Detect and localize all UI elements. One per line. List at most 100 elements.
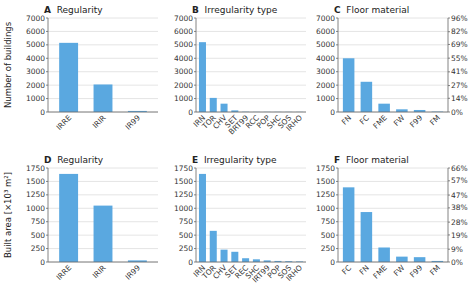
grid-line <box>196 71 306 72</box>
y-tick <box>46 58 48 59</box>
panel-title-text: Irregularity type <box>198 155 277 165</box>
x-axis-line <box>48 112 158 113</box>
x-tick-label: FC <box>340 263 353 276</box>
panel-title: E Irregularity type <box>192 155 277 165</box>
y-tick <box>46 208 48 209</box>
y-tick <box>46 85 48 86</box>
y2-tick-label: 0% <box>451 108 463 117</box>
y-tick <box>336 181 338 182</box>
bar <box>94 84 113 112</box>
x-tick-label: FM <box>428 113 442 127</box>
bar <box>59 43 78 112</box>
y2-tick-label: 47% <box>451 191 468 200</box>
x-tick-label: FW <box>392 113 407 128</box>
y2-tick-label: 69% <box>451 40 468 49</box>
bar <box>199 42 206 112</box>
y2-tick-label: 38% <box>451 203 468 212</box>
y-tick-label: 4000 <box>174 54 193 63</box>
y-axis-label: Built area [×10³ m²] <box>3 172 13 258</box>
y2-tick <box>448 44 450 45</box>
bar <box>361 82 373 112</box>
grid-line <box>338 194 448 195</box>
y2-tick <box>448 168 450 169</box>
panel-title: C Floor material <box>334 5 409 15</box>
y-tick <box>336 221 338 222</box>
y-axis-label: Number of buildings <box>3 21 13 108</box>
y-tick-label: 1000 <box>316 94 335 103</box>
y-tick <box>336 208 338 209</box>
bar <box>343 187 355 262</box>
bar <box>396 109 408 112</box>
x-tick-label: FM <box>428 263 442 277</box>
grid-line <box>196 18 306 19</box>
panel-title: A Regularity <box>44 5 103 15</box>
y-tick-label: 1000 <box>316 204 335 213</box>
y-tick-label: 250 <box>321 244 336 253</box>
y2-tick-label: 28% <box>451 218 468 227</box>
y-tick <box>46 248 48 249</box>
bar <box>361 212 373 262</box>
x-tick-label: IRRE <box>55 263 74 282</box>
y-tick-label: 7000 <box>316 14 335 23</box>
bar <box>221 250 228 262</box>
grid-line <box>196 262 306 263</box>
grid-line <box>196 221 306 222</box>
x-tick-label: FN <box>358 263 371 276</box>
panel-title: D Regularity <box>44 155 104 165</box>
y2-tick-label: 82% <box>451 27 468 36</box>
grid-line <box>338 58 448 59</box>
y-tick <box>46 18 48 19</box>
x-tick-label: FC <box>358 113 371 126</box>
bars <box>343 58 443 112</box>
y-tick-label: 5000 <box>316 40 335 49</box>
y-tick-label: 1750 <box>174 164 193 173</box>
y-tick-label: 4000 <box>316 54 335 63</box>
grid-line <box>338 262 448 263</box>
x-tick-label: FME <box>371 263 389 281</box>
y2-tick <box>448 262 450 263</box>
y2-tick-label: 27% <box>451 81 468 90</box>
y-tick-label: 4000 <box>26 54 45 63</box>
grid-line <box>338 98 448 99</box>
y-tick-label: 3000 <box>316 67 335 76</box>
y-tick <box>46 181 48 182</box>
grid-line <box>338 181 448 182</box>
y-tick-label: 6000 <box>316 27 335 36</box>
x-tick-label: FN <box>340 113 353 126</box>
grid-line <box>338 18 448 19</box>
bar <box>221 104 228 112</box>
y-tick-label: 0 <box>40 258 45 267</box>
bars <box>59 43 147 112</box>
bar <box>94 206 113 262</box>
y-tick-label: 0 <box>188 258 193 267</box>
grid-line <box>196 58 306 59</box>
y-tick-label: 5000 <box>174 40 193 49</box>
grid-line <box>338 44 448 45</box>
y-tick-label: 1500 <box>174 177 193 186</box>
y-tick <box>336 44 338 45</box>
y-axis-line <box>338 18 339 112</box>
y-tick <box>194 168 196 169</box>
bars <box>199 42 303 112</box>
bar <box>210 98 217 112</box>
x-tick-label: IR99 <box>124 113 143 132</box>
panel-title: F Floor material <box>334 155 409 165</box>
bar <box>231 252 238 262</box>
y-tick <box>194 235 196 236</box>
y-tick-label: 0 <box>330 258 335 267</box>
bars <box>199 174 303 262</box>
x-tick-label: IRIR <box>91 113 108 130</box>
grid-line <box>338 112 448 113</box>
y2-tick <box>448 207 450 208</box>
panel: 02505007501000125015001750IRNTORCHVSETRE… <box>174 155 306 284</box>
y-tick <box>194 262 196 263</box>
y-tick-label: 1250 <box>316 190 335 199</box>
y-tick <box>46 235 48 236</box>
y-tick <box>194 181 196 182</box>
y-tick-label: 250 <box>31 244 46 253</box>
grid-line <box>338 208 448 209</box>
x-tick-label: F99 <box>408 113 424 129</box>
grid-line <box>196 31 306 32</box>
x-tick-label: IR99 <box>124 263 143 282</box>
y-tick-label: 250 <box>179 244 194 253</box>
